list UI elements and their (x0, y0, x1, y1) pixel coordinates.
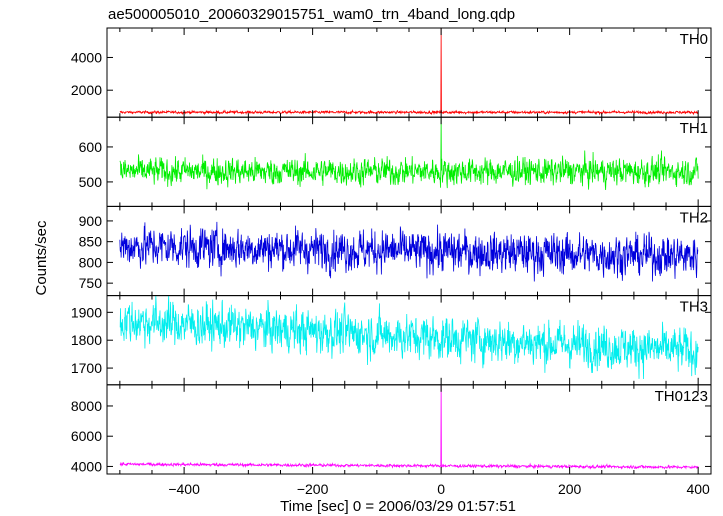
y-tick-label: 900 (79, 213, 103, 229)
series-line-th3 (119, 295, 699, 380)
panel-label: TH3 (680, 299, 708, 316)
y-tick-label: 750 (79, 275, 103, 291)
panel-label: TH0123 (655, 388, 708, 405)
y-tick-label: 4000 (71, 49, 102, 65)
y-tick-label: 4000 (71, 458, 102, 474)
panel-frame (106, 116, 712, 207)
x-tick-label: −200 (297, 481, 329, 497)
panel-label: TH1 (680, 120, 708, 137)
series-line-th0 (119, 28, 699, 116)
y-tick-label: 8000 (71, 398, 102, 414)
panel-label: TH2 (680, 209, 708, 226)
panel-frame (106, 27, 712, 118)
panels-group: TH020004000TH1500600TH2750800850900TH317… (71, 27, 712, 497)
x-tick-label: 200 (558, 481, 582, 497)
y-tick-label: 1800 (71, 332, 102, 348)
panel-frame (106, 295, 712, 386)
y-tick-label: 800 (79, 254, 103, 270)
x-tick-label: 0 (437, 481, 445, 497)
panel-frame (106, 384, 712, 475)
y-tick-label: 2000 (71, 82, 102, 98)
y-tick-label: 850 (79, 234, 103, 250)
y-tick-label: 600 (79, 139, 103, 155)
y-tick-label: 6000 (71, 428, 102, 444)
x-tick-label: −400 (168, 481, 200, 497)
panel-label: TH0 (680, 31, 708, 48)
y-tick-label: 1900 (71, 304, 102, 320)
x-tick-label: 400 (686, 481, 710, 497)
y-tick-label: 500 (79, 174, 103, 190)
chart-title: ae500005010_20060329015751_wam0_trn_4ban… (108, 6, 515, 23)
x-axis-label: Time [sec] 0 = 2006/03/29 01:57:51 (280, 498, 516, 515)
series-line-th1 (119, 117, 699, 191)
series-line-th0123 (119, 384, 699, 470)
y-axis-label: Counts/sec (33, 220, 50, 296)
series-line-th2 (119, 221, 699, 282)
y-tick-label: 1700 (71, 360, 102, 376)
